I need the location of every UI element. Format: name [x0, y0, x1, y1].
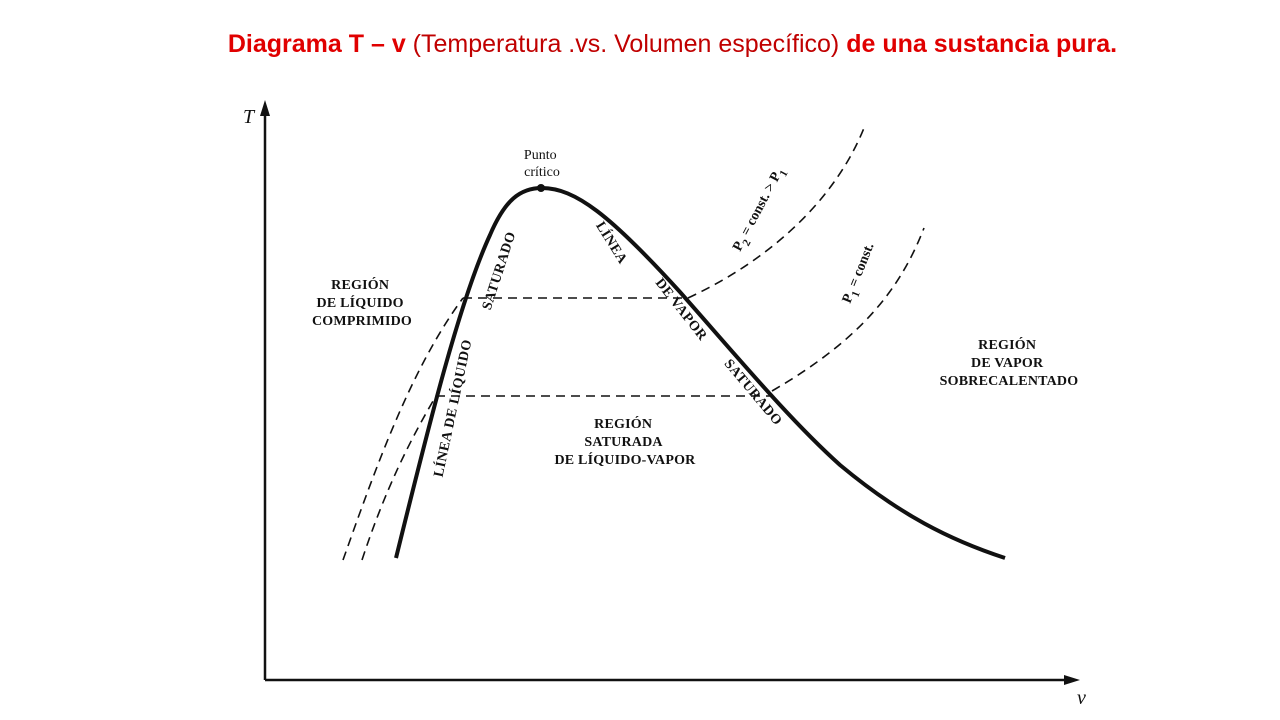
sat-liquid-line-label: LÍNEA DE LÍQUIDO [430, 338, 476, 479]
sat-vapor-line-label-2: DE VAPOR [652, 276, 710, 344]
critical-point-marker [537, 184, 545, 192]
saturation-dome-curve [394, 185, 1006, 560]
title-bold-end: de una sustancia pura. [846, 30, 1118, 58]
slide-title: Diagrama T – v (Temperatura .vs. Volumen… [0, 26, 1280, 62]
x-axis-label: v [1077, 687, 1086, 709]
region-compressed-liquid: REGIÓN DE LÍQUIDO COMPRIMIDO [312, 276, 412, 329]
critical-point-label: Punto crítico [524, 148, 560, 180]
x-axis-arrow-icon [1064, 675, 1080, 685]
isobars [342, 127, 925, 561]
y-axis-label: T [243, 106, 256, 128]
isobar-p2-vapor [687, 127, 865, 299]
isobar-p1-liquid [361, 395, 437, 561]
sat-vapor-line-label-3: SATURADO [721, 357, 785, 429]
isobar-p2-label: P2 = const. > P1 [730, 165, 790, 256]
isobar-p1-label: P1 = const. [840, 241, 881, 307]
region-saturated-mixture: REGIÓN SATURADA DE LÍQUIDO-VAPOR [554, 415, 696, 468]
title-bold-part: Diagrama T – v [227, 30, 406, 58]
isobar-p2-liquid [342, 297, 464, 561]
isobar-p1-vapor [771, 227, 925, 392]
axes [263, 108, 1072, 682]
region-superheated-vapor: REGIÓN DE VAPOR SOBRECALENTADO [940, 336, 1079, 389]
y-axis-arrow-icon [260, 100, 270, 116]
title-normal-part: (Temperatura .vs. Volumen específico) [405, 30, 847, 58]
